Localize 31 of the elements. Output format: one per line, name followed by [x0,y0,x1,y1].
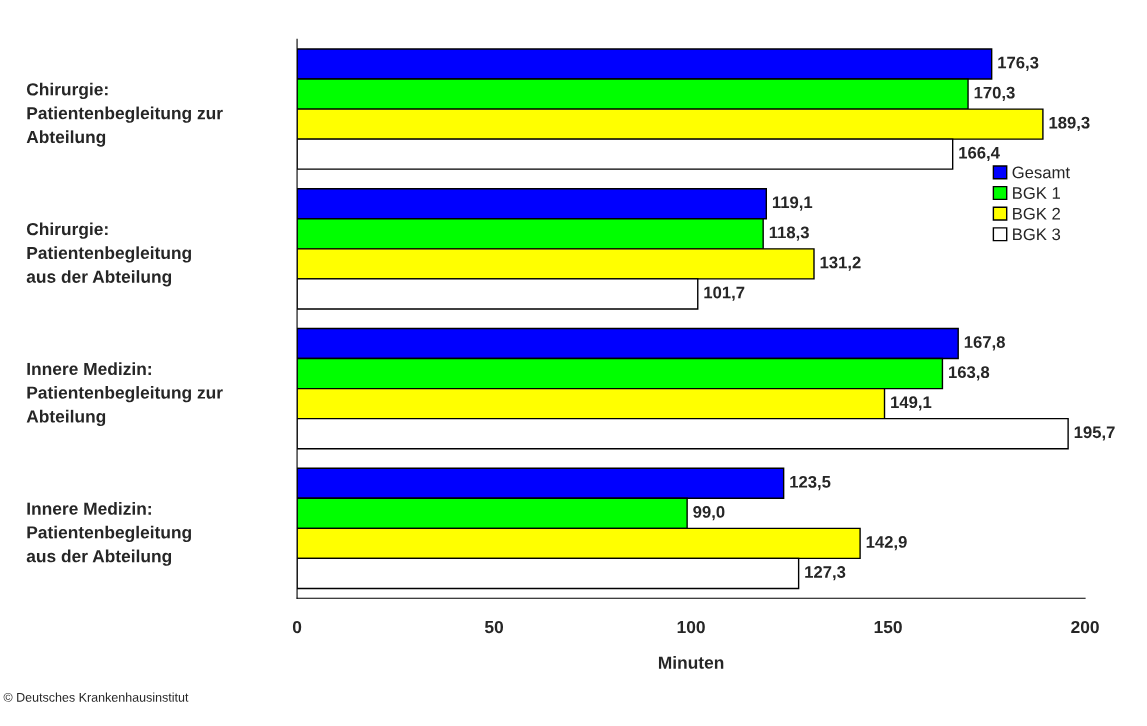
data-label: 127,3 [805,566,846,581]
data-label: 149,1 [891,396,932,411]
data-label: 123,5 [790,475,831,491]
data-label: 176,3 [998,56,1039,71]
y-tick-label: Chirurgie: Patientenbegleitung aus der Abteilung [26,222,191,287]
y-tick-label: Chirurgie: Patientenbegleitung zur Abteilung [26,82,223,147]
x-tick-label: 0 [292,620,302,634]
x-axis-title: Minuten [658,656,724,669]
y-tick-label: Innere Medizin: Patientenbegleitung aus der Abteilung [26,502,191,566]
data-label: 166,4 [959,146,1000,162]
data-label: 119,1 [772,196,813,211]
data-label: 99,0 [693,505,725,521]
x-tick-label: 200 [1071,620,1099,634]
data-label: 170,3 [974,86,1015,101]
text: © Deutsches Krankenhausinstitut [3,692,189,702]
legend-label: BGK 1 [1013,187,1060,199]
y-tick-label: Innere Medizin: Patientenbegleitung zur Abteilung [26,362,223,427]
data-label: 118,3 [769,226,809,241]
legend-label: Gesamt [1012,166,1070,179]
x-tick-label: 100 [677,620,705,634]
legend-label: BGK 3 [1013,228,1061,241]
data-label: 142,9 [866,536,907,551]
x-tick-label: 50 [484,620,504,634]
data-label: 163,8 [949,366,990,381]
x-tick-label: 150 [874,620,902,634]
data-label: 131,2 [820,256,861,271]
legend-label: BGK 2 [1013,207,1060,220]
data-label: 101,7 [704,286,745,301]
data-label: 189,3 [1049,116,1090,131]
data-label: 167,8 [964,336,1005,351]
data-label: 195,7 [1074,426,1115,441]
